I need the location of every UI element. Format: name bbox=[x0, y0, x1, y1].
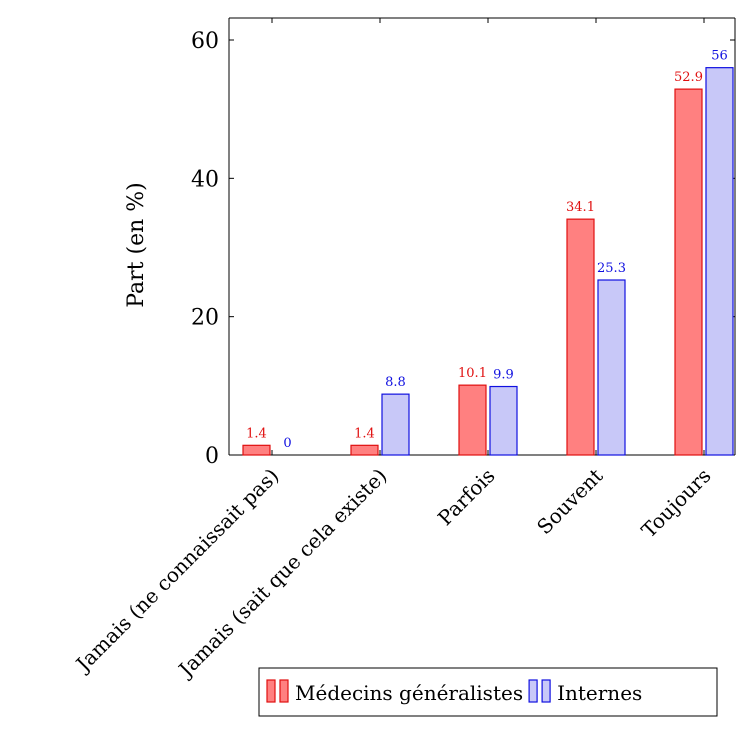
legend-entry-label: Médecins généralistes bbox=[295, 681, 523, 705]
x-tick-label: Souvent bbox=[532, 464, 607, 539]
x-tick-label: Parfois bbox=[433, 464, 500, 531]
legend-entry-label: Internes bbox=[557, 681, 642, 705]
bar bbox=[597, 279, 626, 456]
data-label: 25.3 bbox=[597, 261, 626, 276]
x-tick-label: Jamais (sait que cela existe) bbox=[173, 464, 392, 683]
legend-swatch bbox=[528, 679, 538, 703]
x-tick-label: Toujours bbox=[637, 464, 716, 543]
y-tick-label: 40 bbox=[191, 167, 219, 192]
legend: Médecins généralistes Internes bbox=[258, 667, 718, 717]
data-label: 0 bbox=[283, 436, 291, 451]
bar bbox=[458, 384, 487, 456]
legend-swatch bbox=[541, 679, 551, 703]
data-label: 1.4 bbox=[354, 426, 375, 441]
bar bbox=[381, 393, 410, 456]
y-tick-label: 0 bbox=[205, 444, 219, 469]
data-label: 52.9 bbox=[674, 70, 703, 85]
y-axis-label: Part (en %) bbox=[124, 182, 149, 308]
data-label: 56 bbox=[711, 49, 728, 64]
legend-swatch bbox=[266, 679, 276, 703]
y-tick-label: 20 bbox=[191, 306, 219, 331]
data-label: 9.9 bbox=[493, 368, 514, 383]
data-label: 10.1 bbox=[458, 366, 487, 381]
bar bbox=[674, 88, 703, 456]
bar bbox=[489, 385, 518, 456]
data-label: 8.8 bbox=[385, 375, 406, 390]
legend-swatch bbox=[279, 679, 289, 703]
y-tick-label: 60 bbox=[191, 29, 219, 54]
bar bbox=[566, 218, 595, 456]
legend-box bbox=[258, 667, 718, 717]
bar bbox=[705, 67, 734, 456]
x-tick-label: Jamais (ne connaissait pas) bbox=[70, 464, 284, 678]
bar bbox=[350, 444, 379, 456]
plot-area: 0 20 40 60 Jamais (ne connaissait pas)Jamais… bbox=[70, 17, 736, 683]
data-label: 34.1 bbox=[566, 200, 595, 215]
bar bbox=[242, 444, 271, 456]
data-label: 1.4 bbox=[246, 426, 267, 441]
